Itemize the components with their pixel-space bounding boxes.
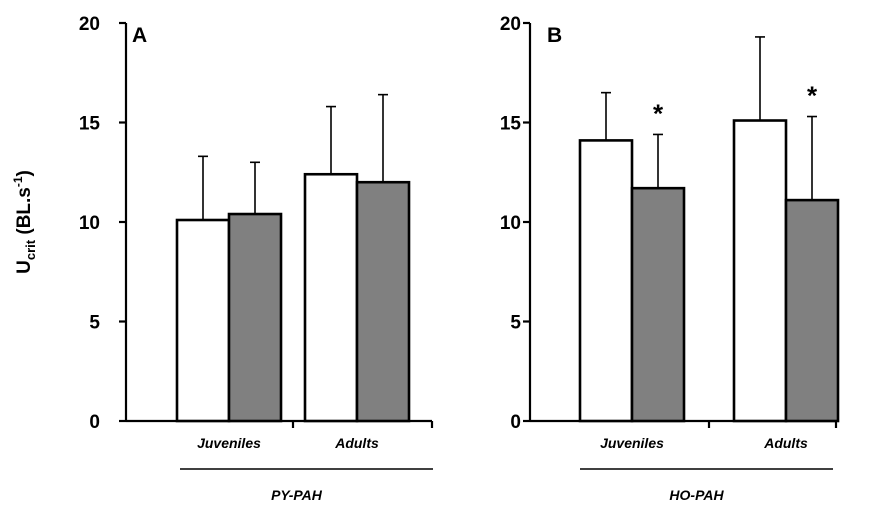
y-tick-label: 20 [500, 14, 521, 35]
group-label: HO-PAH [669, 487, 724, 503]
y-axis-label-rest: (BL.s [14, 187, 35, 240]
x-category-label: Adults [334, 435, 379, 451]
bar [784, 198, 840, 423]
y-tick-label: 10 [79, 213, 100, 234]
svg-text:Ucrit (BL.s-1): Ucrit (BL.s-1) [11, 170, 38, 274]
y-axis-label-close: ) [14, 170, 35, 176]
significance-star: * [653, 98, 664, 128]
y-axis-label: Ucrit (BL.s-1) [11, 170, 38, 274]
x-category-label: Juveniles [197, 435, 261, 451]
y-axis-label-sup: -1 [11, 176, 25, 187]
panel-a: 0 5 10 15 20 Juveniles Adults PY-PAH A [79, 14, 434, 503]
x-category-label: Adults [763, 435, 808, 451]
y-tick-label: 15 [500, 114, 522, 135]
bar [175, 218, 231, 423]
y-tick-label: 0 [89, 412, 100, 433]
y-tick-label: 5 [89, 313, 100, 334]
bar [732, 119, 788, 423]
bar [227, 212, 283, 423]
panel-b: 0 5 10 15 20 * Juveniles * Adults HO-PAH B [500, 14, 840, 503]
y-tick-label: 10 [500, 213, 521, 234]
bar [303, 172, 359, 423]
panel-label: A [132, 24, 147, 47]
x-category-label: Juveniles [600, 435, 664, 451]
bar [630, 186, 686, 423]
panel-label: B [547, 24, 562, 47]
y-tick-label: 15 [79, 114, 101, 135]
y-tick-label: 5 [510, 313, 521, 334]
group-label: PY-PAH [271, 487, 323, 503]
y-axis-label-main: U [14, 260, 35, 274]
y-tick-label: 20 [79, 14, 100, 35]
bar [578, 139, 634, 423]
bar [355, 180, 411, 423]
y-axis-label-sub: crit [23, 239, 38, 260]
significance-star: * [807, 81, 818, 111]
y-tick-label: 0 [510, 412, 521, 433]
